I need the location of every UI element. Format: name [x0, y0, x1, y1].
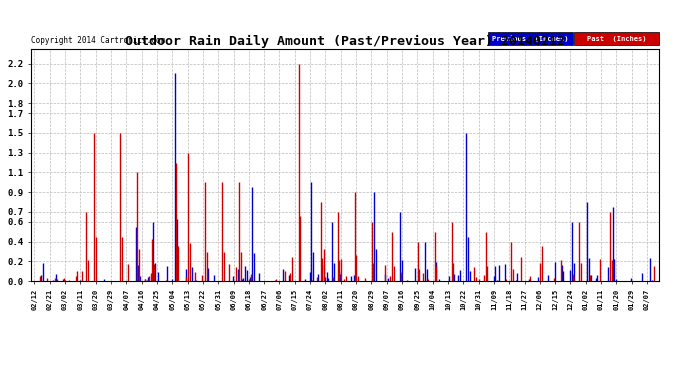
FancyBboxPatch shape	[488, 33, 573, 45]
FancyBboxPatch shape	[574, 33, 659, 45]
Title: Outdoor Rain Daily Amount (Past/Previous Year) 20140212: Outdoor Rain Daily Amount (Past/Previous…	[125, 34, 565, 48]
Text: Past  (Inches): Past (Inches)	[586, 36, 647, 42]
Text: Copyright 2014 Cartronics.com: Copyright 2014 Cartronics.com	[31, 36, 165, 45]
Text: Previous  (Inches): Previous (Inches)	[492, 35, 569, 42]
